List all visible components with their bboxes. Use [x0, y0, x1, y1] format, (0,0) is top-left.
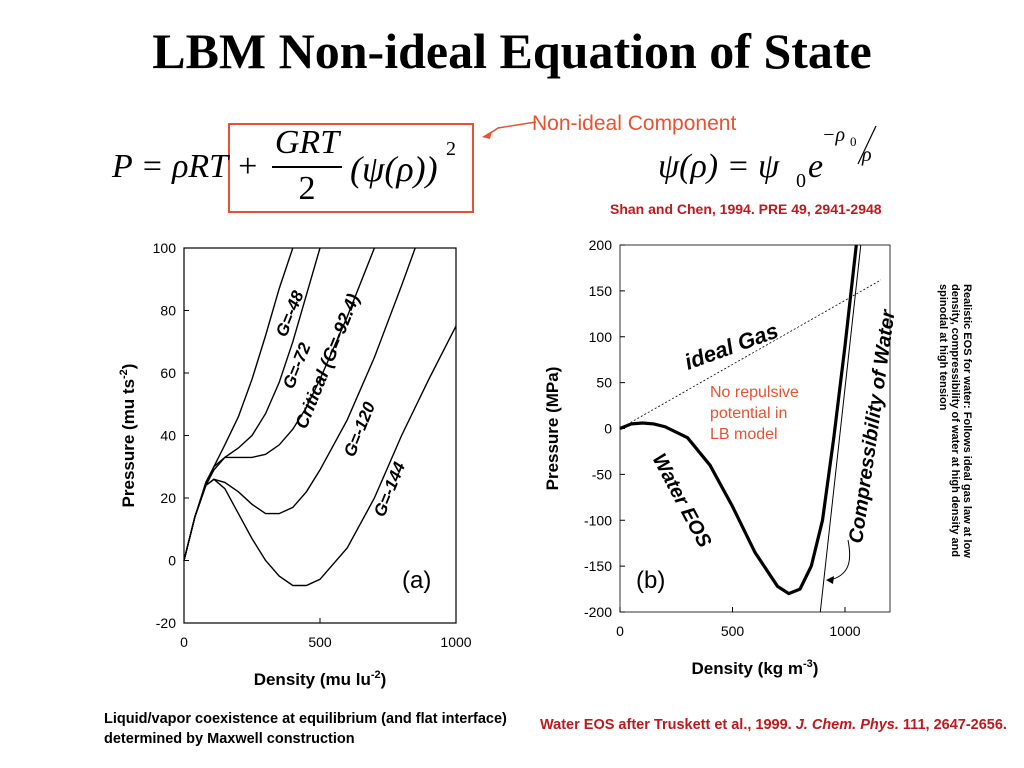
y-tick-label: 0: [604, 421, 612, 437]
y-tick-label: -200: [584, 604, 612, 620]
eq2-lhs: ψ(ρ) = ψ: [658, 148, 780, 185]
no-repulsive-line-3: LB model: [710, 426, 778, 443]
page-title: LBM Non-ideal Equation of State: [152, 23, 872, 79]
x-tick-label: 500: [721, 623, 745, 639]
y-axis-label: Pressure (mu ts-2): [118, 364, 138, 508]
y-tick-label: 150: [589, 283, 613, 299]
curve-label: G=-144: [370, 459, 409, 520]
no-repulsive-line-2: potential in: [710, 405, 788, 422]
callout-arrow-line: [829, 539, 851, 581]
non-ideal-component-label: Non-ideal Component: [532, 112, 737, 135]
no-repulsive-line-1: No repulsive: [710, 384, 799, 401]
y-tick-label: -20: [156, 615, 176, 631]
eq1-psi-term: (ψ(ρ)): [350, 149, 438, 189]
side-note: Realistic EOS for water: Follows ideal g…: [922, 284, 988, 574]
caption-b-prefix: Water EOS after Truskett et al., 1999.: [540, 717, 796, 733]
y-tick-label: 60: [160, 365, 176, 381]
x-tick-label: 500: [308, 634, 332, 650]
x-axis-label-sup: -2: [371, 669, 381, 681]
eq1-exponent: 2: [446, 138, 456, 160]
curve-label: G=-120: [340, 399, 379, 460]
y-tick-label: -50: [592, 466, 612, 482]
y-tick-label: 0: [168, 553, 176, 569]
y-tick-label: 50: [596, 375, 612, 391]
curve-label: ideal Gas: [681, 318, 781, 375]
non-ideal-component-box: [228, 123, 474, 213]
series-line-4: [183, 325, 457, 587]
eq2-e: e: [808, 148, 824, 185]
y-axis-label-end: ): [119, 364, 138, 370]
callout-arrow-head: [826, 576, 834, 584]
eq1-numerator: GRT: [274, 124, 340, 161]
curve-label: Compressibility of Water: [845, 307, 900, 544]
chart-a: 0 500 1000-20020406080100G=-48G=-72Critica…: [118, 240, 472, 689]
arrow-icon: [482, 121, 537, 139]
caption-b-journal: J. Chem. Phys.: [795, 717, 899, 733]
y-tick-label: -100: [584, 512, 612, 528]
eq1-denominator: 2: [298, 170, 316, 207]
y-tick-label: 200: [589, 237, 613, 253]
y-axis-label-text: Pressure (MPa): [543, 367, 562, 491]
x-tick-label: 1000: [829, 623, 860, 639]
x-axis-label: Density (mu lu-2): [254, 669, 387, 689]
eq2-exp-top: −ρ: [822, 124, 846, 146]
x-axis-label-text: Density (kg m: [692, 659, 803, 678]
citation: Shan and Chen, 1994. PRE 49, 2941-2948: [610, 201, 882, 217]
y-axis-label: Pressure (MPa): [543, 367, 562, 491]
caption-a: Liquid/vapor coexistence at equilibrium …: [104, 711, 507, 747]
y-tick-label: 20: [160, 490, 176, 506]
x-tick-label: 0: [180, 634, 188, 650]
eq2-exp-top-sub: 0: [850, 134, 857, 149]
eq2-subscript: 0: [796, 170, 806, 192]
chart-b: 0 500 1000 -200 -150 -100 -50 0 50 100 150 200 ideal…: [543, 237, 900, 678]
y-tick-label: 40: [160, 428, 176, 444]
y-tick-label: 100: [589, 329, 613, 345]
panel-label: (a): [402, 567, 431, 594]
series-line-2: [183, 247, 376, 561]
y-tick-label: 100: [153, 240, 177, 256]
panel-label: (b): [636, 567, 665, 594]
x-axis-label-end: ): [381, 670, 387, 689]
y-axis-label-sup: -2: [118, 369, 130, 379]
side-note-text: Realistic EOS for water: Follows ideal g…: [937, 284, 973, 558]
x-axis-label: Density (kg m-3): [692, 658, 819, 678]
x-tick-label: 1000: [440, 634, 471, 650]
no-repulsive-note: No repulsive potential in LB model: [710, 382, 799, 445]
series-line-2: [819, 244, 862, 613]
caption-b: Water EOS after Truskett et al., 1999. J…: [540, 715, 1010, 735]
x-tick-label: 0: [616, 623, 624, 639]
eq1-lhs: P = ρRT +: [112, 148, 259, 185]
curve-label: Water EOS: [648, 450, 716, 552]
eq1-fraction-bar: [272, 166, 342, 168]
y-tick-label: -150: [584, 558, 612, 574]
eq2-exp-bottom: ρ: [862, 144, 872, 166]
x-axis-label-text: Density (mu lu: [254, 670, 371, 689]
series-line-0: [619, 244, 858, 596]
eq2-slash: [857, 125, 877, 165]
x-axis-label-sup: -3: [803, 658, 813, 670]
caption-b-suffix: 111, 2647-2656.: [898, 717, 1007, 733]
x-axis-label-end: ): [813, 659, 819, 678]
y-tick-label: 80: [160, 303, 176, 319]
y-axis-label-text: Pressure (mu ts: [119, 379, 138, 508]
